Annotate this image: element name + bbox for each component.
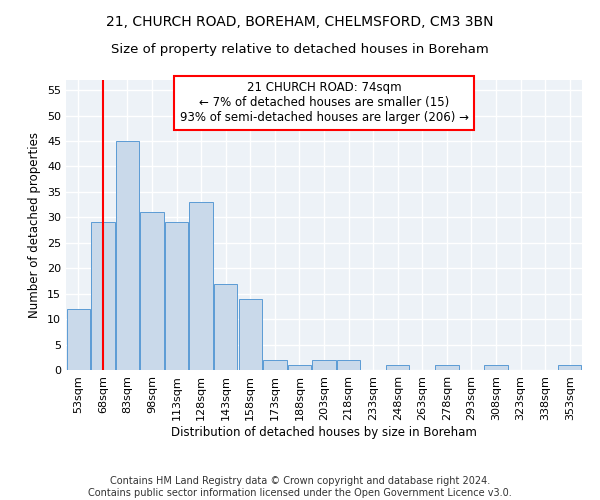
Bar <box>484 365 508 370</box>
Bar <box>386 365 409 370</box>
Bar <box>116 141 139 370</box>
Y-axis label: Number of detached properties: Number of detached properties <box>28 132 41 318</box>
Bar <box>91 222 115 370</box>
Bar <box>165 222 188 370</box>
Text: 21, CHURCH ROAD, BOREHAM, CHELMSFORD, CM3 3BN: 21, CHURCH ROAD, BOREHAM, CHELMSFORD, CM… <box>106 15 494 29</box>
Text: 21 CHURCH ROAD: 74sqm
← 7% of detached houses are smaller (15)
93% of semi-detac: 21 CHURCH ROAD: 74sqm ← 7% of detached h… <box>179 82 469 124</box>
Bar <box>140 212 164 370</box>
Bar <box>214 284 238 370</box>
Text: Size of property relative to detached houses in Boreham: Size of property relative to detached ho… <box>111 42 489 56</box>
Bar <box>190 202 213 370</box>
Bar <box>313 360 335 370</box>
Text: Contains HM Land Registry data © Crown copyright and database right 2024.
Contai: Contains HM Land Registry data © Crown c… <box>88 476 512 498</box>
Bar <box>239 299 262 370</box>
Bar <box>288 365 311 370</box>
Bar <box>558 365 581 370</box>
Bar <box>67 309 90 370</box>
X-axis label: Distribution of detached houses by size in Boreham: Distribution of detached houses by size … <box>171 426 477 438</box>
Bar <box>435 365 458 370</box>
Bar <box>263 360 287 370</box>
Bar <box>337 360 360 370</box>
